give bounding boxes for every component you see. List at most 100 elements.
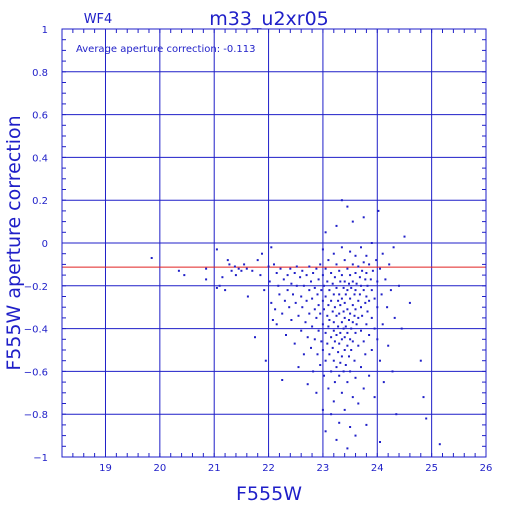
data-point xyxy=(351,340,354,343)
data-point xyxy=(234,274,237,277)
data-point xyxy=(344,325,347,328)
data-point xyxy=(233,265,236,268)
data-point xyxy=(337,351,340,354)
y-tick-label: −1 xyxy=(33,453,48,464)
data-point xyxy=(289,267,292,270)
data-point xyxy=(230,269,233,272)
data-point xyxy=(177,269,180,272)
data-point xyxy=(338,293,341,296)
y-tick-label: −0.4 xyxy=(24,325,48,336)
data-point xyxy=(335,438,338,441)
data-point xyxy=(343,280,346,283)
data-point xyxy=(360,329,362,332)
data-point xyxy=(337,325,340,328)
data-point xyxy=(221,276,224,279)
data-point xyxy=(323,308,325,311)
data-point xyxy=(349,312,352,315)
data-point xyxy=(323,284,325,287)
data-point xyxy=(354,434,357,437)
data-point xyxy=(398,284,400,287)
data-point xyxy=(313,308,316,311)
data-point xyxy=(243,263,246,266)
data-point xyxy=(324,430,327,433)
data-point xyxy=(313,338,316,341)
data-point xyxy=(308,312,311,315)
data-point xyxy=(308,265,311,268)
data-point xyxy=(343,336,346,339)
data-point xyxy=(370,349,373,351)
annotation-average-correction: Average aperture correction: -0.113 xyxy=(76,44,256,55)
data-point xyxy=(358,293,361,296)
data-point xyxy=(357,299,360,302)
data-point xyxy=(301,306,304,309)
data-point xyxy=(259,274,262,277)
data-point xyxy=(324,267,327,270)
y-tick-label: −0.8 xyxy=(24,410,48,421)
data-point xyxy=(261,252,263,255)
data-point xyxy=(393,316,396,319)
data-point xyxy=(337,299,340,302)
x-axis-label: F555W xyxy=(236,483,302,505)
data-point xyxy=(348,355,350,358)
data-point xyxy=(362,340,365,343)
data-point xyxy=(297,366,300,369)
x-tick-label: 22 xyxy=(262,463,275,474)
data-point xyxy=(205,267,208,270)
data-point xyxy=(425,417,428,420)
data-point xyxy=(328,289,331,292)
data-point xyxy=(353,314,356,317)
x-tick-label: 23 xyxy=(317,463,330,474)
data-point xyxy=(349,426,352,428)
data-point xyxy=(278,293,281,296)
data-point xyxy=(317,278,320,281)
data-point xyxy=(295,284,298,287)
data-point xyxy=(327,304,330,307)
data-point xyxy=(310,280,312,283)
data-point xyxy=(321,323,324,326)
data-point xyxy=(328,319,331,321)
data-point xyxy=(338,374,341,377)
data-point xyxy=(301,269,304,272)
corner-label: WF4 xyxy=(84,12,113,27)
data-point xyxy=(333,381,336,384)
x-tick-label: 26 xyxy=(480,463,493,474)
data-point xyxy=(226,259,229,262)
data-point xyxy=(299,276,302,279)
data-point xyxy=(305,299,308,302)
data-point xyxy=(330,299,333,302)
data-point xyxy=(408,301,411,304)
data-point xyxy=(285,334,287,336)
data-point xyxy=(277,284,280,287)
data-point xyxy=(350,286,353,289)
data-point xyxy=(321,274,324,277)
data-point xyxy=(271,319,274,321)
data-point xyxy=(330,336,333,339)
data-point xyxy=(342,370,345,373)
data-point xyxy=(286,274,289,277)
data-point xyxy=(342,327,345,330)
data-point xyxy=(351,263,354,266)
data-point xyxy=(340,246,343,249)
data-point xyxy=(365,272,368,274)
data-point xyxy=(326,280,329,283)
data-point xyxy=(150,257,153,259)
data-point xyxy=(373,327,376,330)
y-tick-label: 0.4 xyxy=(32,153,48,164)
y-tick-labels: −1 −0.8 −0.6 −0.4 −0.2 0 0.2 0.4 0.6 0.8 1 xyxy=(24,25,48,464)
data-point xyxy=(348,282,350,285)
y-tick-label: −0.6 xyxy=(24,367,48,378)
data-point xyxy=(350,327,353,330)
data-point xyxy=(290,319,293,321)
data-point xyxy=(324,331,327,334)
data-point xyxy=(332,321,335,324)
x-tick-label: 24 xyxy=(371,463,384,474)
grid xyxy=(61,28,487,458)
y-tick-label: 0.6 xyxy=(32,111,48,122)
data-point xyxy=(320,340,323,343)
data-point xyxy=(340,297,343,300)
data-point xyxy=(340,199,343,202)
data-point xyxy=(333,340,336,343)
data-point xyxy=(302,353,305,356)
data-point xyxy=(256,259,259,262)
y-tick-label: −0.2 xyxy=(24,282,48,293)
